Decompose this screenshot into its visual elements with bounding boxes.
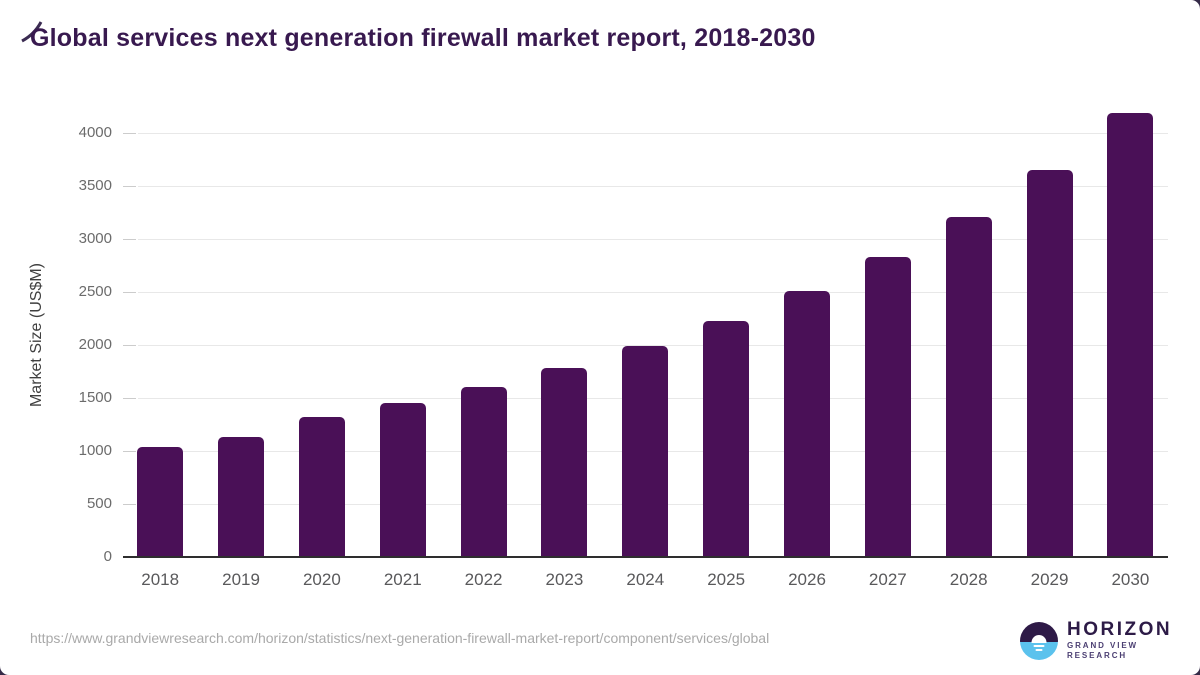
y-tick-mark-3500: [123, 185, 136, 187]
x-tick-label-2023: 2023: [545, 570, 584, 589]
bar-2029: [1026, 170, 1073, 557]
corner-fragment-top-right: [1191, 0, 1200, 9]
corner-fragment-bottom-left: [0, 666, 9, 675]
source-url: https://www.grandviewresearch.com/horizo…: [30, 630, 770, 646]
logo-wave-icon: [1035, 648, 1043, 651]
gridline-2000: [138, 344, 1168, 346]
bar-2019: [218, 437, 265, 557]
bar-2018: [137, 447, 184, 557]
x-tick-label-2027: 2027: [868, 570, 907, 589]
logo-sea-half: [1020, 642, 1058, 660]
x-tick-label-2020: 2020: [302, 570, 341, 589]
y-tick-label-1000: 1000: [78, 442, 112, 459]
y-tick-mark-2000: [123, 344, 136, 346]
logo-wave-icon: [1033, 644, 1045, 647]
bar-2021: [379, 403, 426, 557]
y-tick-label-3000: 3000: [78, 230, 112, 247]
bar-2027: [864, 257, 911, 557]
x-tick-label-2028: 2028: [949, 570, 988, 589]
x-tick-label-2026: 2026: [788, 570, 826, 589]
x-tick-label-2030: 2030: [1111, 570, 1150, 589]
logo-brand-text: HORIZON: [1067, 619, 1173, 640]
gridline-3000: [138, 238, 1168, 240]
y-tick-label-4000: 4000: [78, 124, 112, 141]
y-tick-label-2500: 2500: [78, 283, 112, 300]
y-tick-mark-2500: [123, 291, 136, 293]
x-tick-label-2022: 2022: [464, 570, 503, 589]
x-tick-label-2029: 2029: [1030, 570, 1069, 589]
chart-title: Global services next generation firewall…: [30, 24, 816, 52]
bar-2024: [622, 346, 669, 557]
y-tick-label-0: 0: [103, 548, 112, 565]
y-tick-mark-1500: [123, 397, 136, 399]
bar-2020: [298, 417, 345, 557]
corner-fragment-bottom-right: [1191, 666, 1200, 675]
gridline-4000: [138, 132, 1168, 134]
y-tick-mark-3000: [123, 238, 136, 240]
y-tick-mark-500: [123, 503, 136, 505]
bar-2023: [541, 368, 588, 557]
y-tick-label-500: 500: [86, 495, 112, 512]
logo-wordmark: HORIZON GRAND VIEW RESEARCH: [1067, 620, 1200, 661]
bar-2028: [945, 217, 992, 557]
bar-2022: [460, 387, 507, 557]
bar-2026: [784, 291, 830, 557]
x-axis-line: [123, 556, 1168, 558]
horizon-logo: HORIZON GRAND VIEW RESEARCH: [1020, 620, 1200, 661]
gridline-2500: [138, 291, 1168, 293]
gridline-3500: [138, 185, 1168, 187]
horizon-logo-icon: [1020, 621, 1058, 660]
bar-2025: [703, 321, 750, 557]
y-tick-label-1500: 1500: [78, 389, 112, 406]
x-tick-label-2024: 2024: [626, 570, 665, 589]
logo-subbrand-text: GRAND VIEW RESEARCH: [1067, 641, 1138, 660]
y-tick-mark-1000: [123, 450, 136, 452]
y-tick-mark-4000: [123, 132, 136, 134]
x-tick-label-2025: 2025: [707, 570, 746, 589]
bar-2030: [1107, 113, 1154, 557]
plot-area: [137, 113, 1168, 557]
y-tick-label-3500: 3500: [78, 177, 112, 194]
x-tick-label-2021: 2021: [383, 570, 422, 589]
logo-sun-icon: [1031, 634, 1047, 643]
logo-sky-half: [1020, 621, 1058, 643]
y-tick-label-2000: 2000: [78, 336, 112, 353]
x-tick-label-2018: 2018: [141, 570, 180, 589]
x-tick-label-2019: 2019: [222, 570, 260, 589]
